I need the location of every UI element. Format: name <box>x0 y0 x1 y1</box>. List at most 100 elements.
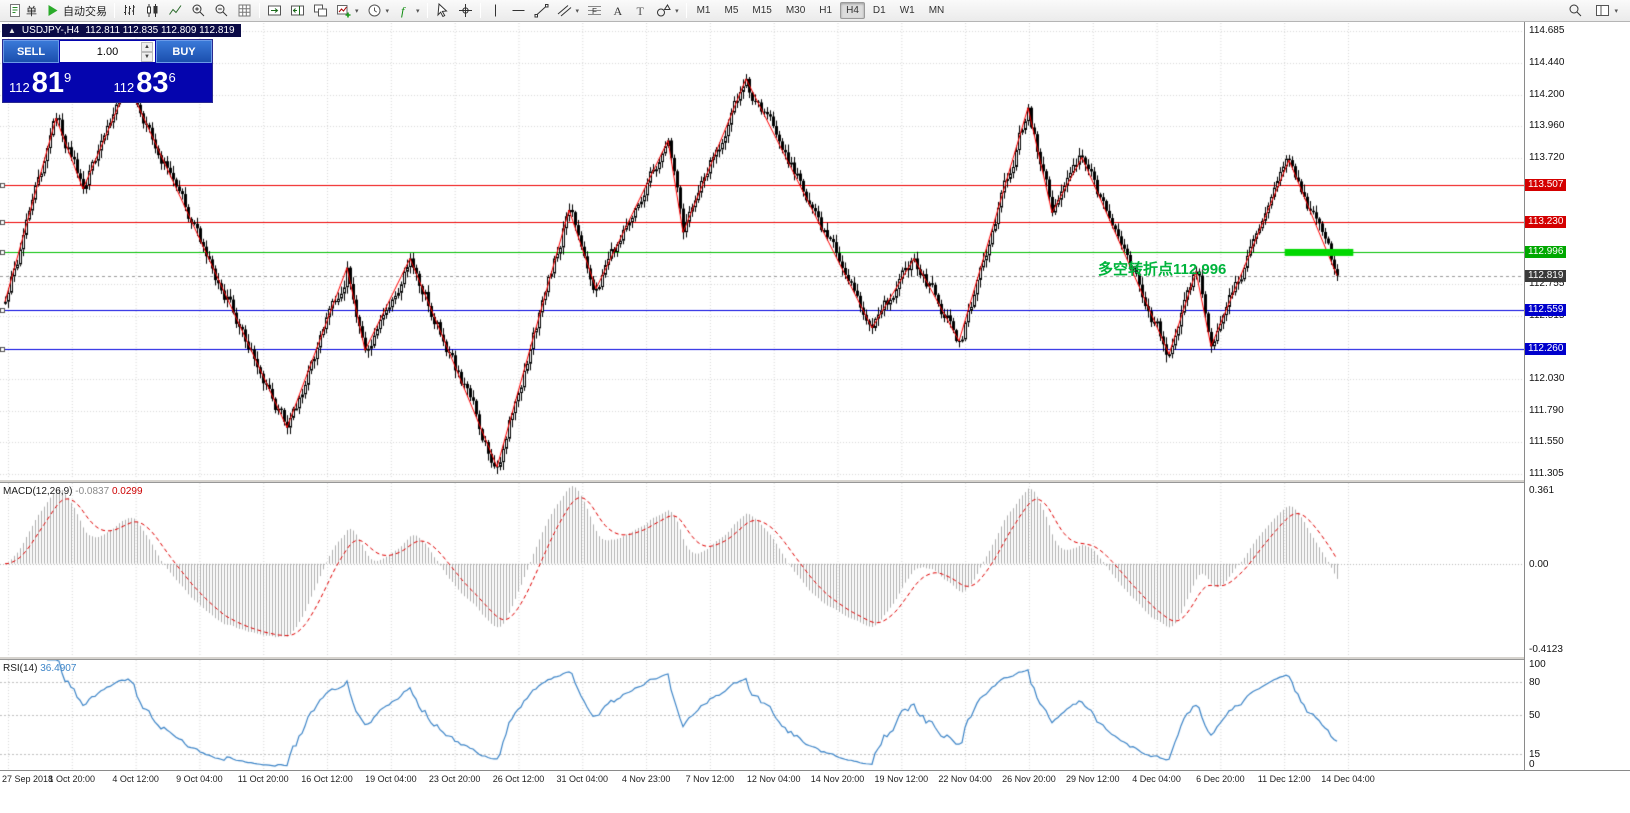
rsi-panel-separator[interactable] <box>0 656 1630 660</box>
timeframe-H1[interactable]: H1 <box>819 5 833 16</box>
chevron-down-icon: ▾ <box>355 7 359 15</box>
zoom-out-button[interactable] <box>210 1 233 20</box>
price-tag[interactable]: 112.996 <box>1525 246 1567 258</box>
timeframe-D1[interactable]: D1 <box>872 5 886 16</box>
shapes-icon <box>656 3 671 18</box>
label-tool-button[interactable]: T <box>629 1 652 20</box>
rsi-axis-0: 0 <box>1529 759 1535 770</box>
time-label: 6 Dec 20:00 <box>1196 774 1245 784</box>
channel-icon <box>557 3 572 18</box>
panels-button[interactable]: ▾ <box>1591 1 1622 20</box>
buy-button[interactable]: BUY <box>156 40 212 63</box>
candlestick-icon <box>145 3 160 18</box>
toolbar-separator <box>426 3 428 18</box>
autotrade-button[interactable]: 自动交易 <box>41 1 111 20</box>
channel-button[interactable]: ▾ <box>553 1 584 20</box>
shapes-button[interactable]: ▾ <box>652 1 683 20</box>
tile-windows-icon <box>313 3 328 18</box>
rsi-axis-80: 80 <box>1529 677 1541 688</box>
auto-scroll-button[interactable] <box>263 1 286 20</box>
tile-windows-button[interactable] <box>309 1 332 20</box>
timeframe-W1[interactable]: W1 <box>899 5 915 16</box>
lot-size-value: 1.00 <box>96 45 119 58</box>
bar-chart-button[interactable] <box>118 1 141 20</box>
timeframe-M1[interactable]: M1 <box>696 5 711 16</box>
trendline-button[interactable] <box>530 1 553 20</box>
new-order-button[interactable]: 单 <box>4 1 41 20</box>
price-tag[interactable]: 112.559 <box>1525 304 1567 316</box>
buy-price[interactable]: 112 83 6 <box>108 63 213 102</box>
autotrade-label: 自动交易 <box>63 5 107 18</box>
time-label: 29 Nov 12:00 <box>1065 774 1120 784</box>
crosshair-icon <box>458 3 473 18</box>
text-tool-button[interactable]: A <box>606 1 629 20</box>
time-label: 7 Nov 12:00 <box>685 774 735 784</box>
chevron-down-icon: ▾ <box>675 7 679 15</box>
fibonacci-button[interactable]: F <box>583 1 606 20</box>
time-label: 11 Oct 20:00 <box>237 774 289 784</box>
toolbar-separator <box>479 3 481 18</box>
timeframe-M5[interactable]: M5 <box>724 5 739 16</box>
cursor-icon <box>435 3 450 18</box>
candlestick-button[interactable] <box>141 1 164 20</box>
timeframe-MN[interactable]: MN <box>928 5 945 16</box>
sell-button[interactable]: SELL <box>3 40 59 63</box>
chart-window: ▲ USDJPY-,H4 112.811 112.835 112.809 112… <box>0 22 1630 813</box>
trendline-icon <box>534 3 549 18</box>
time-label: 12 Nov 04:00 <box>746 774 801 784</box>
chevron-down-icon: ▾ <box>416 7 420 15</box>
new-chart-button[interactable]: ▾ <box>332 1 363 20</box>
timeframe-H4[interactable]: H4 <box>840 2 865 19</box>
line-chart-button[interactable] <box>164 1 187 20</box>
lot-increase-button[interactable]: ▲ <box>141 42 153 52</box>
time-axis[interactable]: 27 Sep 2018 1 Oct 20:00 4 Oct 12:00 9 Oct 0… <box>0 770 1630 788</box>
price-axis[interactable]: 114.685 114.440 114.200 113.960 113.720 112.7… <box>1524 22 1630 770</box>
new-order-icon <box>8 3 23 18</box>
price-tag[interactable]: 113.230 <box>1525 216 1567 228</box>
fibonacci-icon: F <box>587 3 602 18</box>
grid-icon <box>237 3 252 18</box>
timeframe-M15[interactable]: M15 <box>752 5 772 16</box>
bar-chart-icon <box>122 3 137 18</box>
rsi-canvas[interactable] <box>0 660 1524 770</box>
price-tick: 112.030 <box>1529 373 1565 384</box>
time-label: 26 Nov 20:00 <box>1002 774 1056 784</box>
text-icon: A <box>610 3 625 18</box>
price-tick: 111.305 <box>1529 468 1564 479</box>
search-button[interactable] <box>1564 1 1587 20</box>
crosshair-button[interactable] <box>454 1 477 20</box>
price-chart-canvas[interactable] <box>0 23 1524 479</box>
horizontal-line-button[interactable] <box>507 1 530 20</box>
vertical-line-button[interactable] <box>484 1 507 20</box>
time-label: 19 Nov 12:00 <box>874 774 929 784</box>
new-order-label: 单 <box>26 5 37 18</box>
sell-price-big: 81 <box>31 67 64 99</box>
sell-price[interactable]: 112 81 9 <box>3 63 108 102</box>
lot-decrease-button[interactable]: ▼ <box>141 52 153 62</box>
autotrade-icon <box>45 3 60 18</box>
clock-icon <box>367 3 382 18</box>
time-label: 4 Dec 04:00 <box>1132 774 1181 784</box>
chart-shift-button[interactable] <box>286 1 309 20</box>
horizontal-line-icon <box>511 3 526 18</box>
time-label: 9 Oct 04:00 <box>176 774 223 784</box>
period-button[interactable]: ▾ <box>363 1 394 20</box>
rsi-axis-15: 15 <box>1529 749 1541 760</box>
grid-toggle-button[interactable] <box>233 1 256 20</box>
price-tick: 114.685 <box>1529 25 1565 36</box>
timeframe-M30[interactable]: M30 <box>785 5 806 16</box>
macd-axis-min: -0.4123 <box>1529 644 1563 655</box>
svg-text:f: f <box>401 4 406 18</box>
lot-spinner: ▲ ▼ <box>141 42 153 62</box>
time-label: 22 Nov 04:00 <box>938 774 992 784</box>
chevron-down-icon: ▾ <box>385 7 390 15</box>
macd-canvas[interactable] <box>0 483 1524 656</box>
price-tag[interactable]: 112.260 <box>1525 343 1567 355</box>
price-tag[interactable]: 113.507 <box>1525 179 1567 191</box>
cursor-button[interactable] <box>431 1 454 20</box>
macd-panel-separator[interactable] <box>0 479 1630 483</box>
lot-size-field[interactable]: 1.00 ▲ ▼ <box>60 41 155 62</box>
time-label: 1 Oct 20:00 <box>48 774 96 784</box>
indicators-button[interactable]: f ▾ <box>393 1 424 20</box>
zoom-in-button[interactable] <box>187 1 210 20</box>
